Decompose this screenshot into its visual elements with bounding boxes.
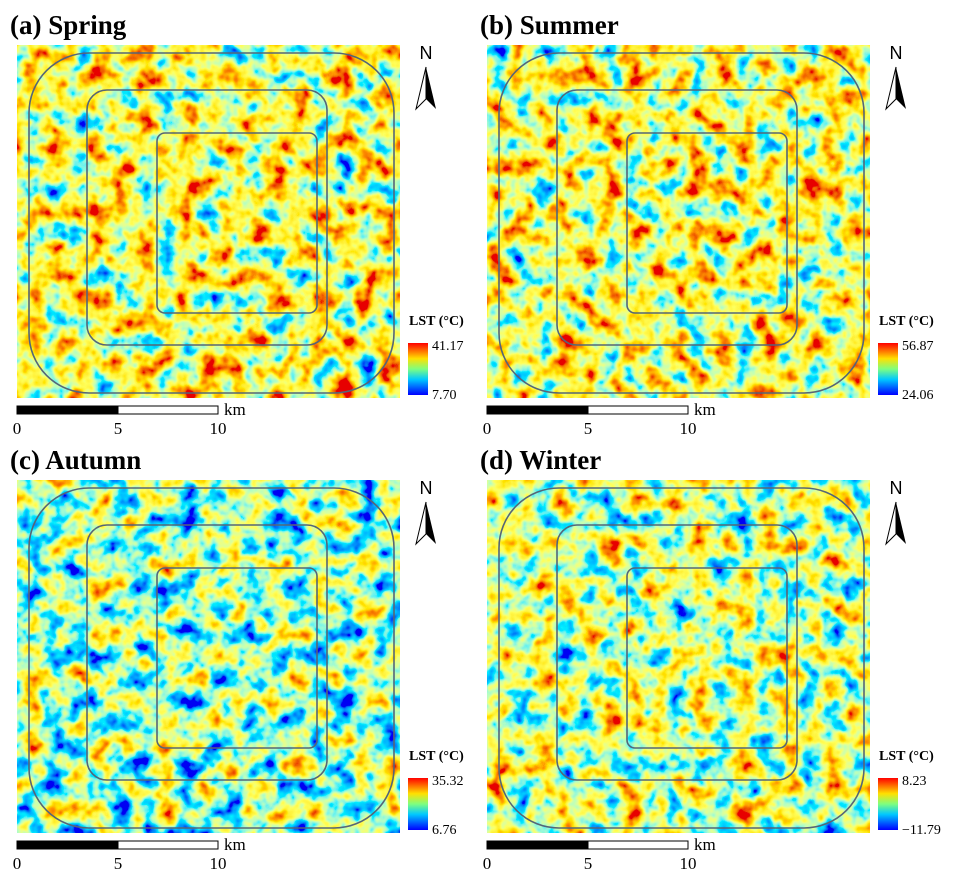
ring-road <box>156 132 318 314</box>
north-label: N <box>420 478 433 498</box>
legend-title: LST (°C) <box>879 314 934 329</box>
scale-unit: km <box>694 835 716 854</box>
ring-road <box>498 52 865 394</box>
legend-min: 7.70 <box>432 388 457 403</box>
panel: (b) Summer N LST (°C) 56.87 24.06 km 0 5 10 <box>480 10 934 438</box>
scale-bar <box>16 840 119 850</box>
north-label: N <box>420 43 433 63</box>
north-arrow <box>896 67 906 109</box>
scale-bar <box>486 840 589 850</box>
legend-max: 56.87 <box>902 339 934 354</box>
north-arrow <box>885 66 897 111</box>
legend-title: LST (°C) <box>879 749 934 764</box>
ring-road <box>28 487 395 829</box>
lst-map <box>17 45 400 398</box>
ring-road <box>156 567 318 749</box>
legend-min: 6.76 <box>432 823 457 838</box>
scale-label: 0 <box>13 854 22 873</box>
scale-label: 5 <box>584 854 593 873</box>
legend-max: 41.17 <box>432 339 464 354</box>
legend-min: −11.79 <box>902 823 941 838</box>
lst-map <box>17 480 400 833</box>
scale-label: 10 <box>210 419 227 438</box>
scale-bar <box>117 405 219 415</box>
scale-label: 10 <box>210 854 227 873</box>
color-bar <box>408 778 428 830</box>
panel-title: (d) Winter <box>480 445 601 475</box>
panel-title: (a) Spring <box>10 10 127 40</box>
north-arrow <box>415 66 427 111</box>
lst-map <box>487 45 870 398</box>
scale-bar <box>587 405 689 415</box>
panel-title: (b) Summer <box>480 10 619 40</box>
scale-unit: km <box>694 400 716 419</box>
ring-road <box>626 567 788 749</box>
color-bar <box>878 778 898 830</box>
scale-label: 10 <box>680 419 697 438</box>
color-bar <box>408 343 428 395</box>
north-arrow <box>426 67 436 109</box>
north-arrow <box>896 502 906 544</box>
scale-label: 5 <box>114 854 123 873</box>
scale-bar <box>486 405 589 415</box>
panel-title: (c) Autumn <box>10 445 141 475</box>
legend-max: 8.23 <box>902 774 927 789</box>
scale-bar <box>117 840 219 850</box>
lst-map <box>487 480 870 833</box>
scale-label: 0 <box>483 419 492 438</box>
ring-road <box>556 89 798 346</box>
ring-road <box>86 524 328 781</box>
scale-unit: km <box>224 400 246 419</box>
ring-road <box>498 487 865 829</box>
scale-unit: km <box>224 835 246 854</box>
legend-title: LST (°C) <box>409 314 464 329</box>
scale-label: 5 <box>114 419 123 438</box>
panel: (c) Autumn N LST (°C) 35.32 6.76 km 0 5 10 <box>10 445 464 873</box>
panel: (d) Winter N LST (°C) 8.23 −11.79 km 0 5 10 <box>480 445 941 873</box>
ring-road <box>626 132 788 314</box>
north-arrow <box>426 502 436 544</box>
panel: (a) Spring N LST (°C) 41.17 7.70 km 0 5 10 <box>10 10 464 438</box>
north-arrow <box>415 501 427 546</box>
north-label: N <box>890 43 903 63</box>
north-arrow <box>885 501 897 546</box>
ring-road <box>556 524 798 781</box>
legend-title: LST (°C) <box>409 749 464 764</box>
north-label: N <box>890 478 903 498</box>
legend-max: 35.32 <box>432 774 464 789</box>
scale-label: 0 <box>483 854 492 873</box>
scale-bar <box>16 405 119 415</box>
ring-road <box>28 52 395 394</box>
scale-label: 10 <box>680 854 697 873</box>
legend-min: 24.06 <box>902 388 934 403</box>
scale-label: 5 <box>584 419 593 438</box>
scale-bar <box>587 840 689 850</box>
color-bar <box>878 343 898 395</box>
ring-road <box>86 89 328 346</box>
scale-label: 0 <box>13 419 22 438</box>
